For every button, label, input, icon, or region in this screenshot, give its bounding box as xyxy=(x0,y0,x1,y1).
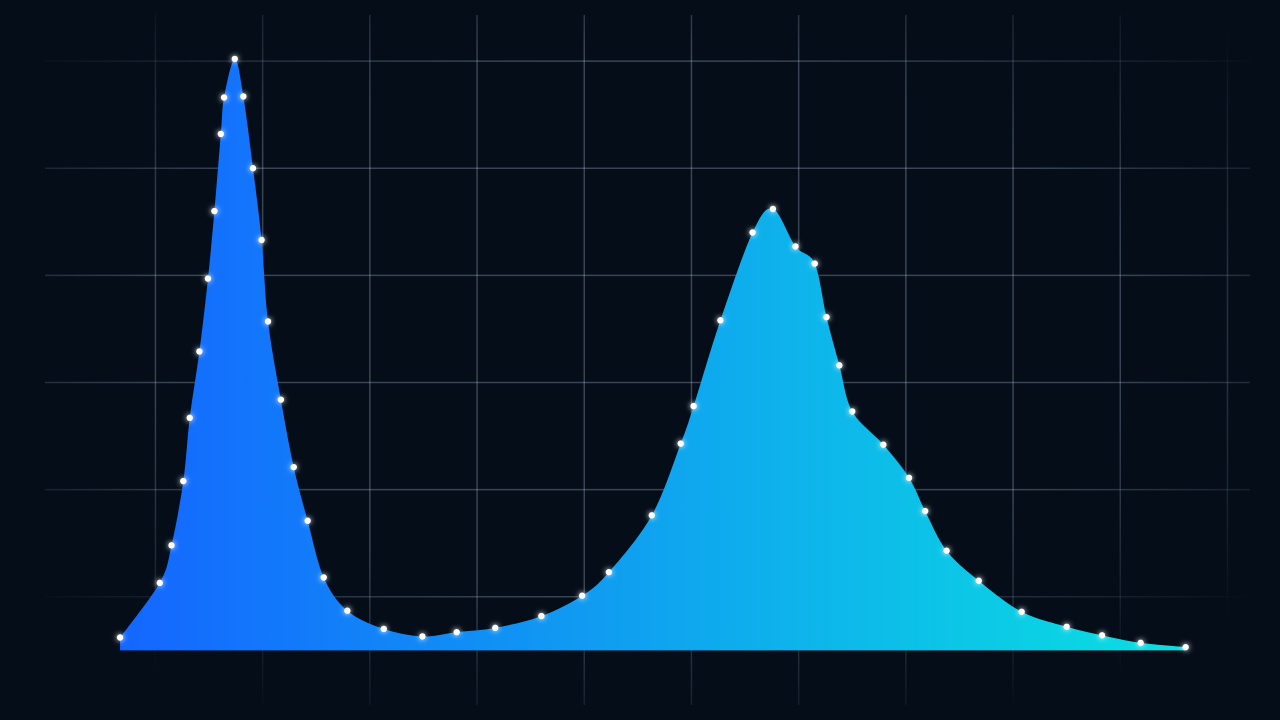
data-point xyxy=(975,577,982,584)
data-point xyxy=(717,317,724,324)
data-point xyxy=(1182,643,1189,651)
data-point xyxy=(880,441,887,448)
data-point xyxy=(677,440,684,447)
data-point xyxy=(690,402,697,410)
data-point xyxy=(156,579,163,587)
data-point xyxy=(792,243,799,250)
data-point xyxy=(578,592,586,599)
area xyxy=(120,58,1186,651)
data-point xyxy=(290,463,297,471)
data-point xyxy=(811,260,818,267)
data-point xyxy=(849,408,856,415)
data-point xyxy=(344,607,351,614)
data-point xyxy=(1018,608,1025,615)
data-point xyxy=(220,94,228,101)
data-point xyxy=(453,628,460,636)
data-point xyxy=(605,568,613,576)
data-point xyxy=(380,625,387,633)
data-point xyxy=(749,229,756,236)
data-point xyxy=(186,414,193,422)
data-point xyxy=(231,55,238,63)
data-point xyxy=(836,362,843,369)
data-point xyxy=(258,236,265,244)
data-point xyxy=(180,477,187,485)
data-point xyxy=(419,633,426,640)
data-point xyxy=(823,313,830,321)
data-point xyxy=(492,624,499,632)
data-point xyxy=(1137,639,1144,647)
data-point xyxy=(648,512,655,519)
data-point xyxy=(168,542,175,549)
data-point xyxy=(921,507,929,515)
data-point xyxy=(1063,623,1070,630)
data-point xyxy=(277,396,285,403)
data-point xyxy=(320,574,327,581)
data-point xyxy=(538,612,545,620)
data-point xyxy=(116,634,124,641)
data-point xyxy=(249,165,257,172)
data-point xyxy=(769,205,777,213)
data-point xyxy=(943,547,950,554)
data-point xyxy=(905,474,913,482)
plot xyxy=(116,55,1189,651)
data-point xyxy=(264,318,272,325)
data-point xyxy=(211,207,218,215)
data-point xyxy=(204,275,212,282)
data-point xyxy=(196,348,203,355)
data-point xyxy=(240,93,247,100)
data-point xyxy=(217,130,225,138)
data-point xyxy=(304,517,311,524)
data-point xyxy=(1098,632,1106,639)
